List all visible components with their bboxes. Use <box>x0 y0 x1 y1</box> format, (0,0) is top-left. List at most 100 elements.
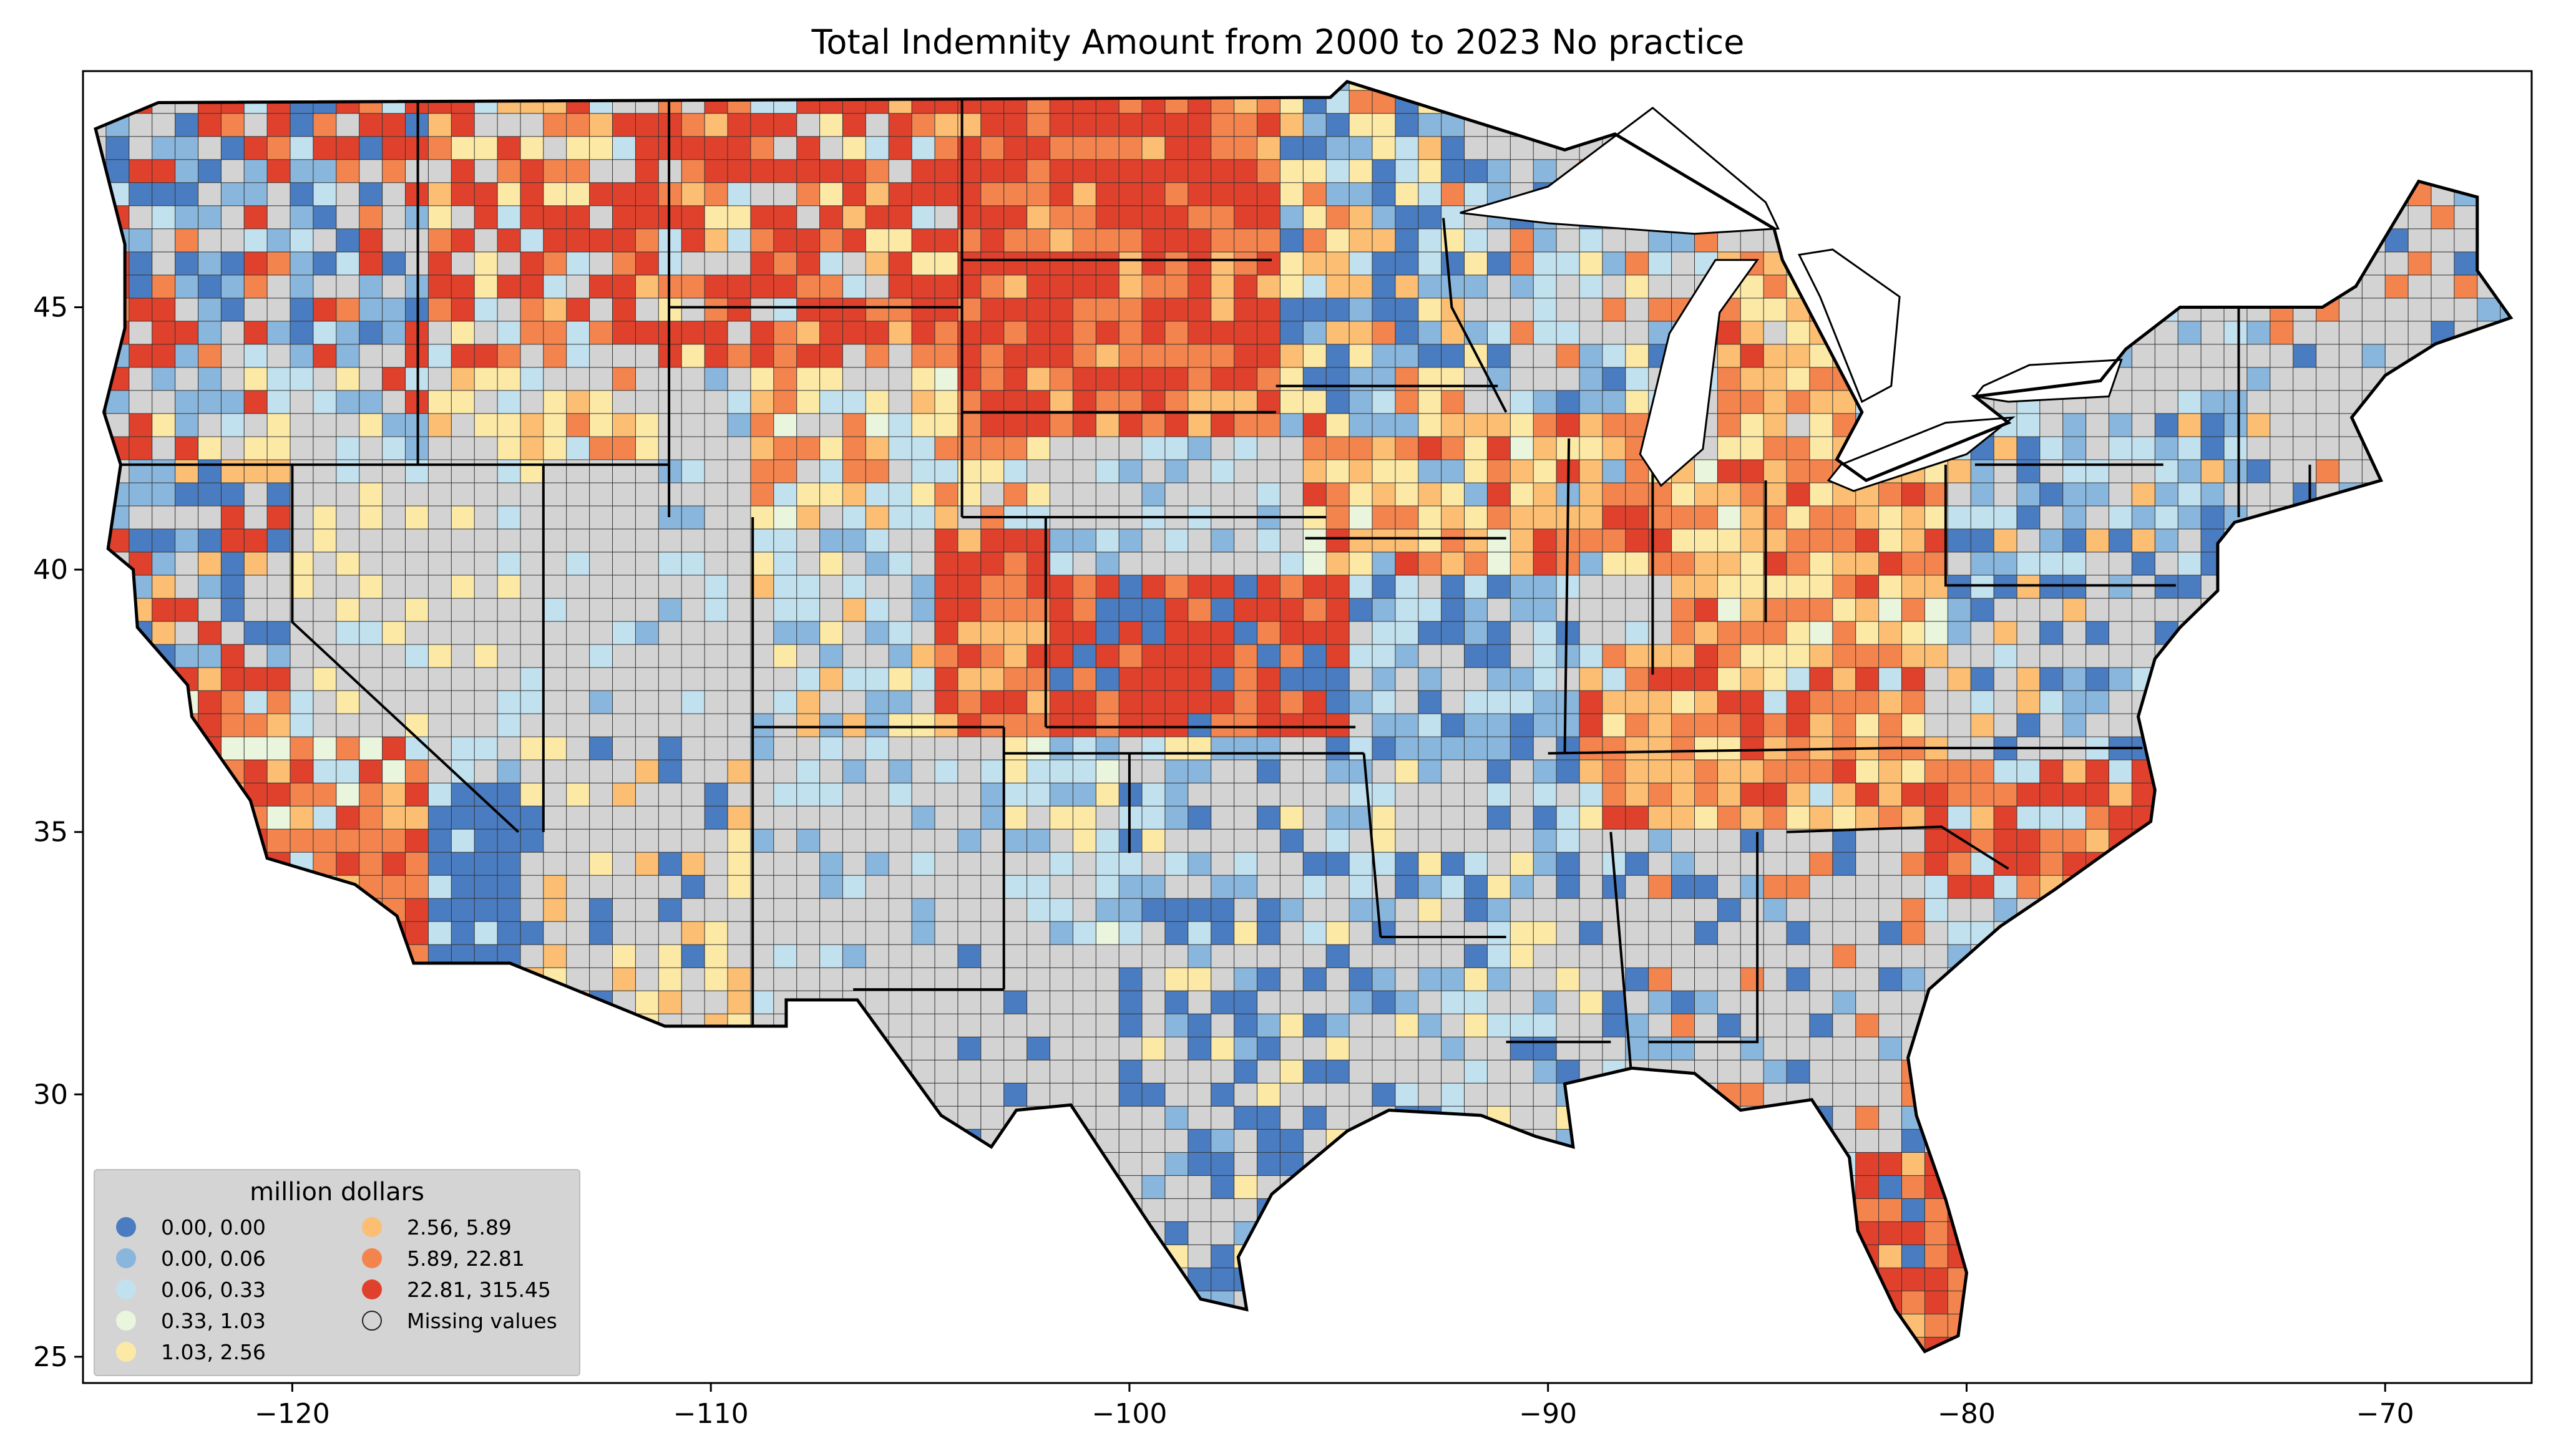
county-cell <box>2154 482 2179 507</box>
county-cell <box>290 782 314 807</box>
county-cell <box>1970 644 1995 668</box>
county-cell <box>2085 459 2110 483</box>
county-cell <box>2200 436 2225 460</box>
county-cell <box>566 366 590 391</box>
county-cell <box>1648 782 1672 807</box>
county-cell <box>1533 320 1558 345</box>
county-cell <box>566 828 590 853</box>
county-cell <box>2154 551 2179 576</box>
county-cell <box>2200 413 2225 437</box>
county-cell <box>1717 990 1742 1014</box>
county-cell <box>1671 805 1695 830</box>
county-cell <box>1003 1082 1028 1107</box>
county-cell <box>2109 713 2133 737</box>
county-cell <box>1095 598 1120 622</box>
county-cell <box>198 436 222 460</box>
county-cell <box>1740 759 1765 784</box>
county-cell <box>1072 875 1097 899</box>
county-cell <box>1027 805 1051 830</box>
county-cell <box>1418 413 1442 437</box>
county-cell <box>842 389 867 414</box>
county-cell <box>911 782 935 807</box>
county-cell <box>911 852 935 876</box>
county-cell <box>1349 828 1373 853</box>
county-cell <box>1694 482 1719 507</box>
county-cell <box>1556 759 1581 784</box>
county-cell <box>980 575 1005 599</box>
county-cell <box>1579 459 1603 483</box>
county-cell <box>1510 967 1534 991</box>
county-cell <box>727 644 751 668</box>
county-cell <box>957 759 982 784</box>
county-cell <box>2270 366 2294 391</box>
county-cell <box>566 713 590 737</box>
county-cell <box>2316 436 2340 460</box>
county-cell <box>1901 621 1926 645</box>
county-cell <box>727 921 751 945</box>
county-cell <box>382 736 406 760</box>
county-cell <box>1211 1082 1235 1107</box>
county-cell <box>1325 551 1350 576</box>
county-cell <box>2016 413 2041 437</box>
county-cell <box>612 551 637 576</box>
county-cell <box>888 598 913 622</box>
county-cell <box>1671 990 1695 1014</box>
county-cell <box>957 1059 982 1084</box>
county-cell <box>2039 505 2064 530</box>
county-cell <box>1211 528 1235 553</box>
county-cell <box>1279 828 1304 853</box>
county-cell <box>2223 482 2248 507</box>
county-cell <box>290 505 314 530</box>
county-cell <box>1602 598 1626 622</box>
county-cell <box>1556 366 1581 391</box>
county-cell <box>1072 690 1097 714</box>
county-cell <box>1671 944 1695 968</box>
county-cell <box>520 805 544 830</box>
county-cell <box>1164 598 1189 622</box>
county-cell <box>635 921 660 945</box>
county-cell <box>750 575 774 599</box>
county-cell <box>658 598 683 622</box>
county-cell <box>2016 528 2041 553</box>
county-cell <box>220 575 245 599</box>
county-cell <box>1786 621 1810 645</box>
county-cell <box>313 828 337 853</box>
county-cell <box>980 459 1005 483</box>
county-cell <box>865 320 890 345</box>
county-cell <box>1050 413 1074 437</box>
county-cell <box>1648 828 1672 853</box>
county-cell <box>1372 667 1396 691</box>
county-cell <box>589 875 613 899</box>
county-cell <box>2131 598 2156 622</box>
county-cell <box>1325 413 1350 437</box>
county-cell <box>612 389 637 414</box>
county-cell <box>129 482 153 507</box>
county-cell <box>1395 505 1419 530</box>
county-cell <box>635 713 660 737</box>
county-cell <box>313 782 337 807</box>
county-cell <box>1993 713 2018 737</box>
county-cell <box>1050 598 1074 622</box>
county-cell <box>405 875 429 899</box>
county-cell <box>1164 1152 1189 1176</box>
county-cell <box>612 644 637 668</box>
county-cell <box>773 436 798 460</box>
county-cell <box>405 921 429 945</box>
county-cell <box>1188 759 1212 784</box>
county-cell <box>1533 898 1558 922</box>
county-cell <box>451 621 476 645</box>
county-cell <box>1694 644 1719 668</box>
county-cell <box>1072 436 1097 460</box>
county-cell <box>2223 436 2248 460</box>
county-cell <box>497 297 521 322</box>
county-cell <box>911 967 935 991</box>
county-cell <box>1164 921 1189 945</box>
county-cell <box>1257 713 1281 737</box>
county-cell <box>1602 667 1626 691</box>
county-cell <box>566 852 590 876</box>
county-cell <box>1349 667 1373 691</box>
county-cell <box>750 690 774 714</box>
county-cell <box>1211 1244 1235 1268</box>
county-cell <box>888 482 913 507</box>
county-cell <box>796 297 821 322</box>
